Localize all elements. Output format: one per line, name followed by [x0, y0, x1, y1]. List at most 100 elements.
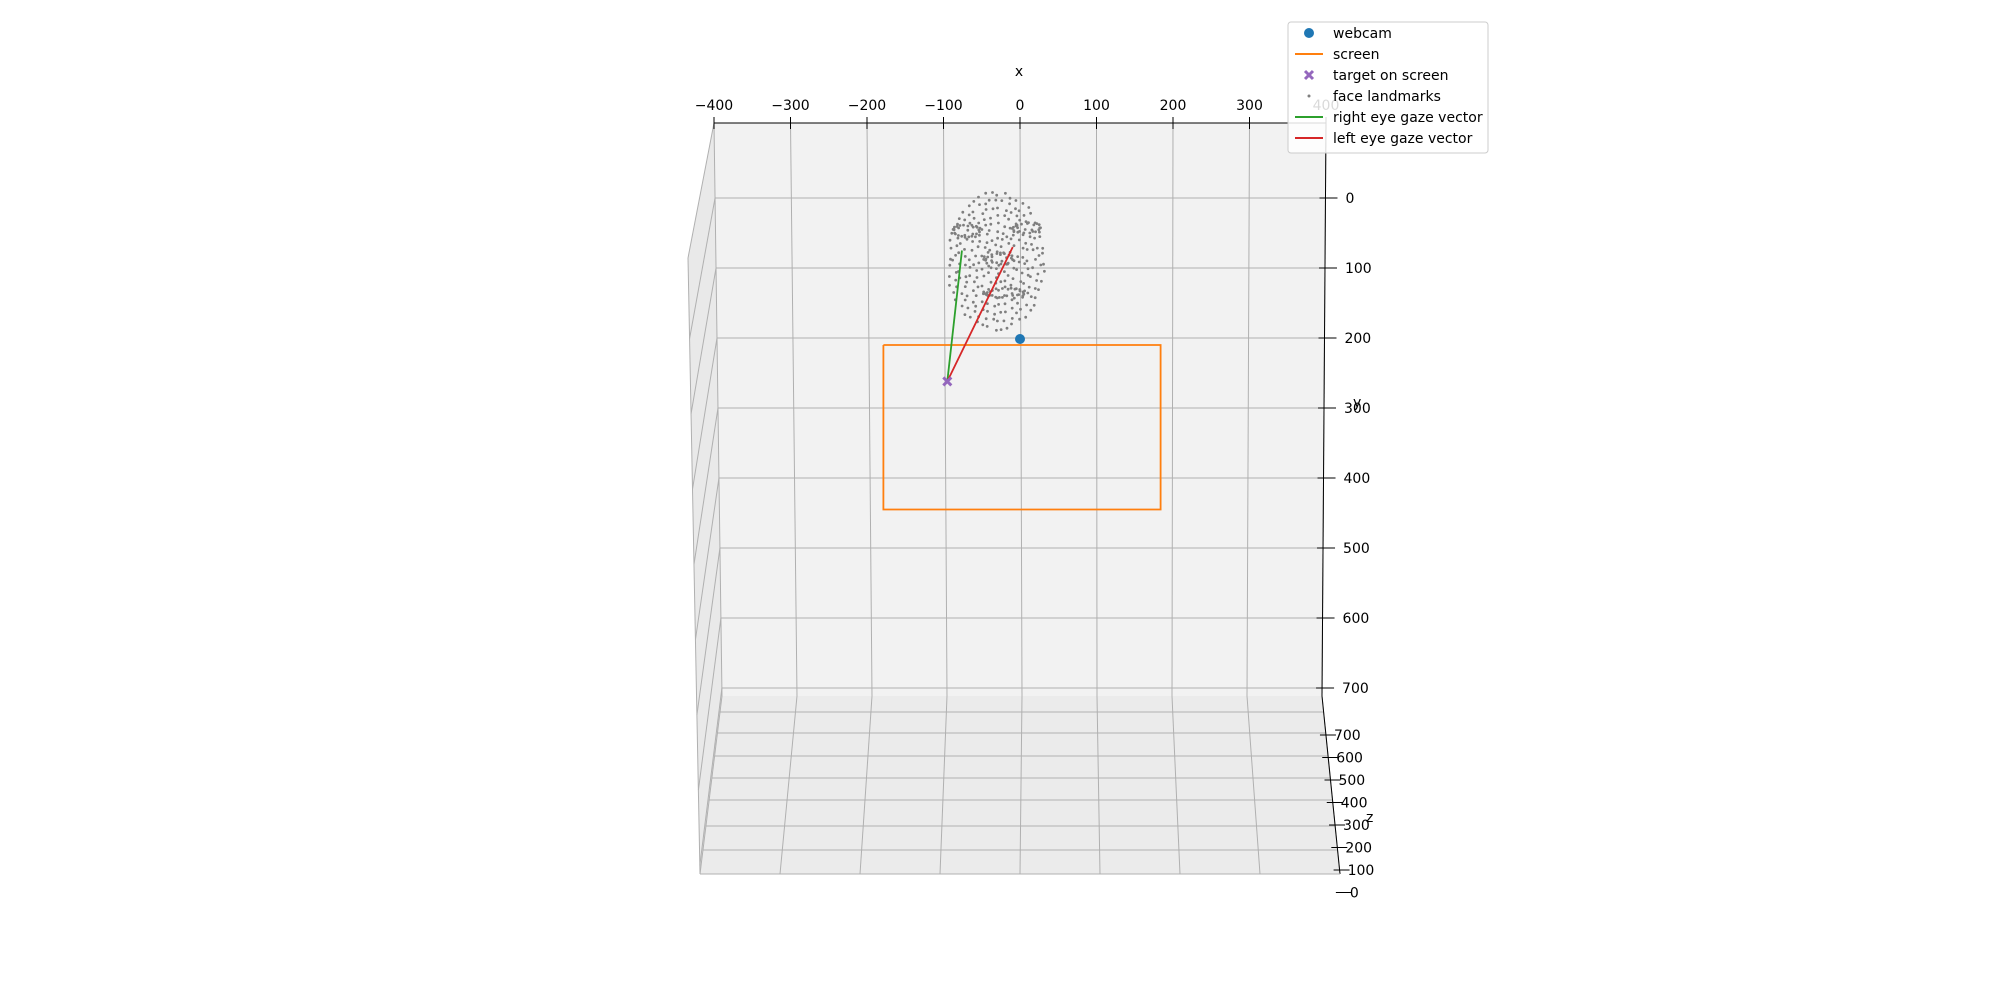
legend-label: face landmarks: [1333, 89, 1441, 105]
grid-line-x-floor: [779, 695, 798, 875]
face-landmark-point: [956, 236, 960, 240]
face-landmark-point: [993, 304, 997, 308]
face-landmark-point: [1011, 233, 1015, 237]
face-landmark-point: [1005, 294, 1009, 298]
face-landmark-point: [1026, 222, 1029, 225]
face-landmark-point: [981, 323, 985, 327]
face-landmark-point: [998, 296, 1001, 299]
face-landmark-point: [1033, 221, 1037, 225]
z-axis-line: [1321, 695, 1341, 875]
face-landmark-point: [949, 246, 953, 250]
face-landmark-point: [976, 245, 980, 249]
face-landmark-point: [977, 261, 981, 265]
x-tick-label: 200: [1160, 98, 1187, 114]
face-landmark-point: [995, 328, 998, 332]
face-landmark-point: [1003, 285, 1007, 289]
face-landmark-point: [1029, 275, 1032, 278]
face-landmark-point: [1025, 248, 1029, 251]
face-landmark-point: [1038, 230, 1041, 234]
face-landmark-point: [957, 251, 961, 255]
face-landmark-point: [1012, 266, 1016, 270]
face-landmark-point: [1021, 294, 1025, 298]
face-landmark-point: [972, 263, 975, 267]
face-landmark-point: [1036, 272, 1040, 276]
face-landmark-point: [1043, 269, 1046, 273]
face-landmarks-series: [948, 191, 1046, 332]
face-landmark-point: [980, 267, 984, 271]
grid-line-x: [1019, 122, 1023, 697]
face-landmark-point: [1016, 255, 1020, 258]
face-landmark-point: [985, 241, 989, 245]
face-landmark-point: [965, 294, 969, 298]
face-landmark-point: [1011, 294, 1015, 297]
face-landmark-point: [1018, 289, 1022, 293]
legend-item: target on screen: [1303, 68, 1448, 84]
grid-line-x: [790, 122, 798, 697]
z-axis-label: z: [1366, 810, 1373, 826]
face-landmark-point: [1018, 317, 1021, 321]
face-landmark-point: [1028, 231, 1032, 235]
y-tick-label: 500: [1343, 541, 1370, 557]
face-landmark-point: [987, 288, 990, 291]
y-tick-label: 200: [1344, 331, 1371, 347]
face-landmark-point: [1033, 236, 1036, 240]
face-landmark-point: [1010, 317, 1014, 320]
face-landmark-point: [993, 312, 996, 316]
face-landmark-point: [952, 291, 956, 294]
marker-series: [942, 334, 1025, 387]
face-landmark-point: [982, 255, 986, 259]
grid-line-x-floor: [1171, 695, 1181, 875]
face-landmark-point: [958, 224, 962, 227]
face-landmark-point: [1012, 244, 1016, 248]
face-landmark-point: [1017, 209, 1021, 213]
face-landmark-point: [986, 251, 990, 254]
face-landmark-point: [978, 233, 981, 237]
face-landmark-point: [960, 304, 964, 308]
face-landmark-point: [954, 271, 958, 274]
face-landmark-point: [984, 317, 988, 321]
face-landmark-point: [1038, 235, 1042, 239]
face-landmark-point: [989, 266, 993, 270]
grid-line-x: [1246, 122, 1250, 697]
face-landmark-point: [1000, 238, 1004, 241]
face-landmark-point: [963, 248, 966, 251]
face-landmark-point: [1019, 280, 1023, 283]
face-landmark-point: [996, 236, 999, 240]
face-landmark-point: [985, 291, 989, 294]
face-landmark-point: [975, 269, 979, 272]
grid-line-y-side: [699, 687, 723, 866]
face-landmark-point: [1010, 298, 1014, 302]
face-landmark-point: [961, 210, 965, 214]
grid-line-y-side: [689, 197, 716, 339]
face-landmark-point: [1035, 279, 1038, 282]
face-landmark-point: [1000, 259, 1004, 263]
face-landmark-point: [994, 243, 998, 247]
face-landmark-point: [1005, 235, 1009, 239]
x-tick-label: −300: [771, 98, 809, 114]
face-landmark-point: [1034, 230, 1037, 234]
face-landmark-point: [995, 261, 999, 265]
face-landmark-point: [963, 313, 967, 316]
face-landmark-point: [972, 216, 976, 220]
grid-line-x-floor: [1096, 695, 1101, 875]
face-landmark-point: [1001, 296, 1004, 299]
legend-item: webcam: [1304, 26, 1392, 42]
face-landmark-point: [956, 222, 959, 226]
face-landmark-point: [1037, 288, 1040, 291]
z-tick-label: 100: [1348, 863, 1375, 879]
face-landmark-point: [977, 195, 980, 199]
face-landmark-point: [1022, 214, 1026, 217]
face-landmark-point: [1037, 223, 1041, 227]
face-landmark-point: [980, 284, 984, 288]
face-landmark-point: [966, 224, 970, 228]
y-tick-label: 400: [1344, 471, 1371, 487]
face-landmark-point: [1020, 271, 1024, 275]
face-landmark-point: [965, 237, 969, 241]
face-landmark-point: [980, 300, 984, 304]
face-landmark-point: [970, 234, 974, 238]
face-landmark-point: [987, 198, 991, 202]
face-landmark-point: [1014, 207, 1017, 211]
face-landmark-point: [950, 231, 954, 235]
face-landmark-point: [982, 218, 986, 222]
face-landmark-point: [1010, 254, 1014, 258]
